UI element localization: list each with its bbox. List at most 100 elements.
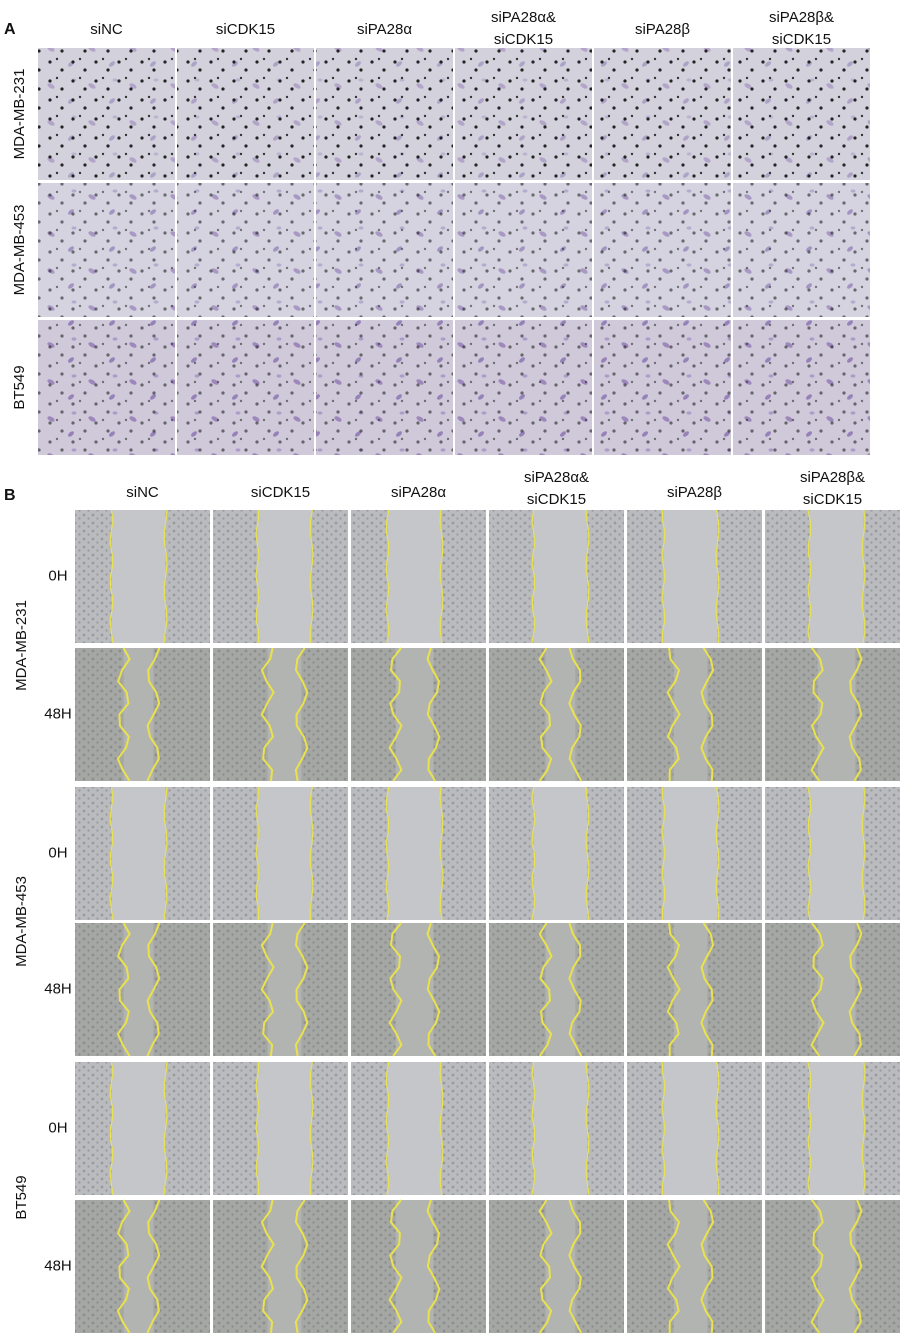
- row-label: MDA-MB-453: [11, 205, 28, 296]
- pore-texture: [38, 183, 175, 317]
- column-label: siCDK15: [251, 484, 310, 501]
- pore-texture: [594, 183, 731, 317]
- wound-edge: [715, 1061, 720, 1196]
- row-label: MDA-MB-231: [11, 69, 28, 160]
- wound-edge: [255, 1061, 260, 1196]
- wound-edge: [294, 647, 309, 782]
- cell-line-label: MDA-MB-231: [13, 600, 30, 691]
- wound-edge: [294, 1199, 309, 1334]
- wound-edge: [848, 647, 863, 782]
- wound-edge: [810, 647, 825, 782]
- wound-edge: [163, 509, 168, 644]
- panel-label: B: [4, 487, 16, 504]
- wound-edge: [715, 786, 720, 921]
- wound-edge: [666, 922, 681, 1057]
- wound-edge: [585, 509, 590, 644]
- pore-texture: [38, 48, 175, 180]
- wound-edge: [426, 647, 441, 782]
- column-label: siNC: [126, 484, 159, 501]
- wound-gap: [809, 510, 864, 643]
- timepoint-label: 0H: [48, 1119, 67, 1136]
- wound-gap: [111, 787, 166, 920]
- wound-edge: [538, 647, 553, 782]
- wound-edge: [439, 1061, 444, 1196]
- wound-edge: [568, 647, 583, 782]
- wound-edge: [260, 647, 275, 782]
- wound-edge: [807, 786, 812, 921]
- wound-edge: [848, 1199, 863, 1334]
- wound-edge: [388, 922, 403, 1057]
- column-label: siCDK15: [772, 31, 831, 48]
- wound-edge: [661, 1061, 666, 1196]
- wound-edge: [109, 1061, 114, 1196]
- wound-gap: [817, 648, 856, 781]
- pore-texture: [316, 48, 453, 180]
- wound-edge: [661, 786, 666, 921]
- wound-edge: [109, 509, 114, 644]
- column-label: siPA28β: [667, 484, 722, 501]
- timepoint-label: 48H: [44, 980, 72, 997]
- wound-gap: [663, 510, 718, 643]
- wound-gap: [809, 1062, 864, 1195]
- wound-edge: [255, 509, 260, 644]
- wound-edge: [116, 1199, 131, 1334]
- panel-label: A: [4, 21, 16, 38]
- wound-edge: [309, 509, 314, 644]
- wound-edge: [385, 1061, 390, 1196]
- wound-edge: [700, 922, 715, 1057]
- pore-texture: [733, 183, 870, 317]
- wound-edge: [163, 786, 168, 921]
- wound-gap: [533, 510, 588, 643]
- wound-edge: [585, 786, 590, 921]
- pore-texture: [733, 320, 870, 455]
- pore-texture: [455, 48, 592, 180]
- wound-edge: [109, 786, 114, 921]
- column-label: siPA28α: [357, 21, 412, 38]
- wound-edge: [538, 922, 553, 1057]
- wound-gap: [387, 1062, 442, 1195]
- wound-edge: [848, 922, 863, 1057]
- wound-edge: [568, 922, 583, 1057]
- column-label: siPA28β&: [800, 469, 865, 486]
- timepoint-label: 48H: [44, 1257, 72, 1274]
- pore-texture: [733, 48, 870, 180]
- wound-edge: [585, 1061, 590, 1196]
- wound-edge: [861, 1061, 866, 1196]
- timepoint-label: 0H: [48, 567, 67, 584]
- wound-edge: [700, 647, 715, 782]
- wound-edge: [810, 922, 825, 1057]
- wound-edge: [260, 922, 275, 1057]
- row-label: BT549: [11, 365, 28, 409]
- wound-gap: [257, 787, 312, 920]
- pore-texture: [177, 183, 314, 317]
- pore-texture: [455, 183, 592, 317]
- wound-edge: [388, 647, 403, 782]
- wound-gap: [111, 1062, 166, 1195]
- wound-gap: [663, 787, 718, 920]
- pore-texture: [177, 320, 314, 455]
- wound-edge: [861, 509, 866, 644]
- wound-gap: [533, 787, 588, 920]
- wound-gap: [257, 510, 312, 643]
- wound-edge: [146, 647, 161, 782]
- column-label: siCDK15: [216, 21, 275, 38]
- wound-edge: [255, 786, 260, 921]
- wound-gap: [111, 510, 166, 643]
- wound-edge: [531, 1061, 536, 1196]
- wound-edge: [661, 509, 666, 644]
- wound-gap: [817, 1200, 856, 1333]
- pore-texture: [38, 320, 175, 455]
- wound-edge: [568, 1199, 583, 1334]
- wound-edge: [294, 922, 309, 1057]
- cell-line-label: MDA-MB-453: [13, 876, 30, 967]
- wound-gap: [817, 923, 856, 1056]
- wound-edge: [385, 509, 390, 644]
- column-label: siPA28α: [391, 484, 446, 501]
- column-label: siNC: [90, 21, 123, 38]
- wound-gap: [387, 787, 442, 920]
- wound-edge: [260, 1199, 275, 1334]
- wound-gap: [533, 1062, 588, 1195]
- wound-edge: [309, 786, 314, 921]
- pore-texture: [455, 320, 592, 455]
